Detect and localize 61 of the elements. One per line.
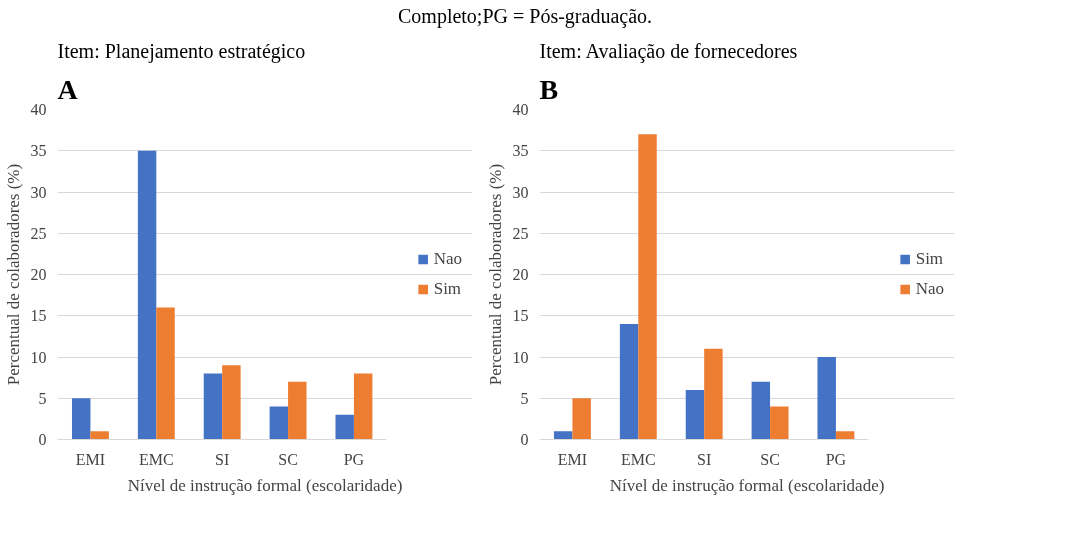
bar [90,431,109,440]
y-tick-label: 0 [520,431,529,448]
bar [553,431,573,440]
bar [269,406,289,440]
bar [572,398,591,440]
bar [335,414,354,440]
y-tick-label: 10 [512,348,529,366]
y-tick-label: 35 [30,142,47,160]
x-tick-label: SC [760,450,780,468]
x-axis-title: Nível de instrução formal (escolaridade) [609,475,885,495]
x-tick-label: SC [278,450,298,468]
y-tick-label: 5 [38,389,47,407]
y-tick-label: 20 [30,266,47,283]
y-tick-label: 0 [38,431,47,448]
y-tick-label: 25 [30,224,47,242]
text: Completo;PG = Pós-graduação. [397,5,653,27]
chart-title: Item: Avaliação de fornecedores [539,39,798,63]
bar [353,373,373,440]
y-tick-label: 30 [512,183,529,201]
legend-label: Nao [433,249,462,269]
bar [203,373,223,440]
y-tick-label: 25 [512,224,529,242]
x-tick-label: SI [215,450,230,468]
bar [288,381,307,440]
y-tick-label: 40 [512,101,529,118]
x-tick-label: PG [825,450,847,468]
x-tick-label: PG [343,450,365,468]
x-tick-label: EMC [620,450,656,468]
bar [704,348,723,440]
x-tick-label: EMC [138,450,174,468]
bar [770,406,789,440]
y-tick-label: 20 [512,266,529,283]
text: B [539,73,559,105]
y-tick-label: 30 [30,183,47,201]
x-tick-label: EMI [557,450,588,468]
y-tick-label: 15 [512,307,529,325]
x-tick-label: SI [697,450,712,468]
bar [222,365,241,440]
y-tick-label: 40 [30,101,47,118]
y-tick-label: 5 [520,389,529,407]
bar [137,150,157,440]
x-axis-title: Nível de instrução formal (escolaridade) [127,475,403,495]
legend-label: Sim [915,249,944,269]
y-axis-title: Percentual de colaboradores (%) [485,163,505,386]
legend-label: Nao [915,279,944,299]
y-tick-label: 35 [512,142,529,160]
y-tick-label: 10 [30,348,47,366]
legend-label: Sim [433,279,462,299]
bar [638,134,657,440]
chart-title: Item: Planejamento estratégico [57,39,306,63]
bar [619,324,639,440]
bar [835,431,855,440]
bar [71,398,91,440]
bar [751,381,771,440]
text: A [57,73,79,105]
x-tick-label: EMI [75,450,106,468]
y-tick-label: 15 [30,307,47,325]
bar [685,390,705,440]
y-axis-title: Percentual de colaboradores (%) [3,163,23,386]
bar [817,357,836,440]
bar [156,307,175,440]
